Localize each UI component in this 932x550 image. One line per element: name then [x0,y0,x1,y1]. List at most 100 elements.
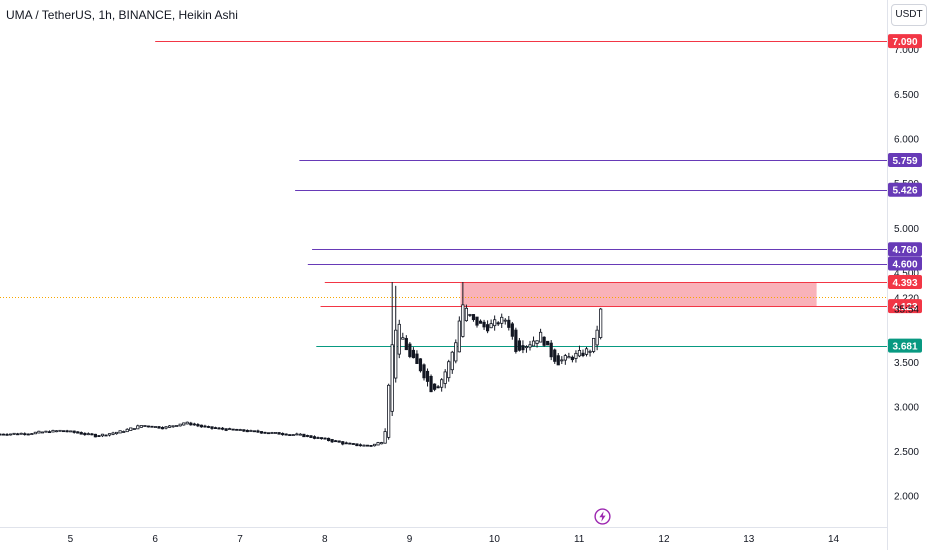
candle-body [358,444,362,447]
candle-body [1,433,6,436]
candle-body [542,336,546,346]
candle-body [475,316,479,326]
candle-body [171,425,175,428]
price-label-text: 4.760 [892,245,917,256]
candle-body [337,440,341,443]
candle-body [538,331,543,343]
candle-body [150,425,154,428]
candle-body [500,316,504,324]
candle-body [372,443,377,447]
candle-body [69,430,73,433]
candle-body [5,433,9,436]
candle-body [111,432,115,435]
candle-body [546,340,550,346]
candle-body [273,432,278,434]
candle-body [461,304,465,337]
candle-body [157,426,161,429]
candle-body [100,433,105,437]
price-label-text: 4.393 [892,278,917,289]
candle-body [588,350,592,353]
candle-body [443,371,447,384]
candle-body [54,430,59,433]
candle-body [23,433,27,436]
candle-body [323,437,327,440]
candle-body [415,353,419,364]
candle-body [485,324,490,332]
countdown-label: 35:54 [894,304,919,315]
candle-body [114,431,119,435]
candle-body [51,429,55,433]
currency-button[interactable]: USDT [891,4,927,26]
candle-body [432,383,437,390]
candle-body [418,358,423,372]
candle-body [387,384,391,438]
candle-body [397,323,401,355]
y-tick-label: 3.500 [894,358,919,369]
price-label-tag [888,34,922,49]
candle-body [231,428,235,431]
y-tick-label: 6.500 [894,90,919,101]
candle-body [76,431,80,434]
candle-body [196,424,200,427]
price-label-text: 4.600 [892,260,917,271]
x-tick-label: 7 [237,534,243,545]
candle-body [288,434,292,436]
candle-body [450,351,454,371]
price-label-tag [888,338,922,353]
candle-body [90,433,94,436]
candle-body [16,433,20,436]
candle-body [107,433,112,436]
candle-body [563,355,567,361]
y-tick-label: 7.000 [894,45,919,56]
candle-body [61,430,66,433]
price-label-text: 3.681 [892,342,917,353]
candle-body [228,428,232,431]
candle-body [553,349,557,362]
candle-body [383,431,387,444]
candle-body [482,321,486,328]
candle-body [302,433,306,438]
candle-body [238,429,242,431]
candle-body [599,308,603,338]
candle-body [369,444,373,447]
candle-body [379,442,384,445]
candle-body [422,364,426,379]
x-tick-label: 5 [68,534,74,545]
candle-body [425,370,430,382]
candle-body [411,349,415,359]
candle-body [464,307,468,322]
resistance-zone [460,281,817,307]
y-tick-label: 6.000 [894,134,919,145]
candle-body [478,320,483,324]
candle-body [58,429,62,432]
candle-body [263,431,267,434]
candle-body [104,434,108,437]
candle-body [404,338,408,351]
candle-body [521,345,525,351]
lightning-icon[interactable] [594,508,611,525]
candle-body [454,342,458,362]
candle-body [26,433,30,436]
price-label-text: 7.090 [892,37,917,48]
candle-body [33,431,37,435]
x-tick-label: 9 [407,534,413,545]
candle-body [376,442,380,446]
candle-body [203,425,207,428]
candle-body [65,430,69,433]
candle-body [319,437,324,440]
candle-body [8,433,13,436]
y-tick-label: 4.500 [894,268,919,279]
candle-body [316,437,320,439]
candle-body [72,430,76,433]
candle-body [37,430,41,434]
candle-body [189,422,193,426]
candle-body [210,426,214,429]
x-tick-label: 10 [489,534,501,545]
candle-body [330,439,334,443]
y-tick-label: 2.000 [894,492,919,503]
candle-body [447,361,451,379]
x-tick-label: 14 [828,534,840,545]
candle-body [213,427,218,429]
